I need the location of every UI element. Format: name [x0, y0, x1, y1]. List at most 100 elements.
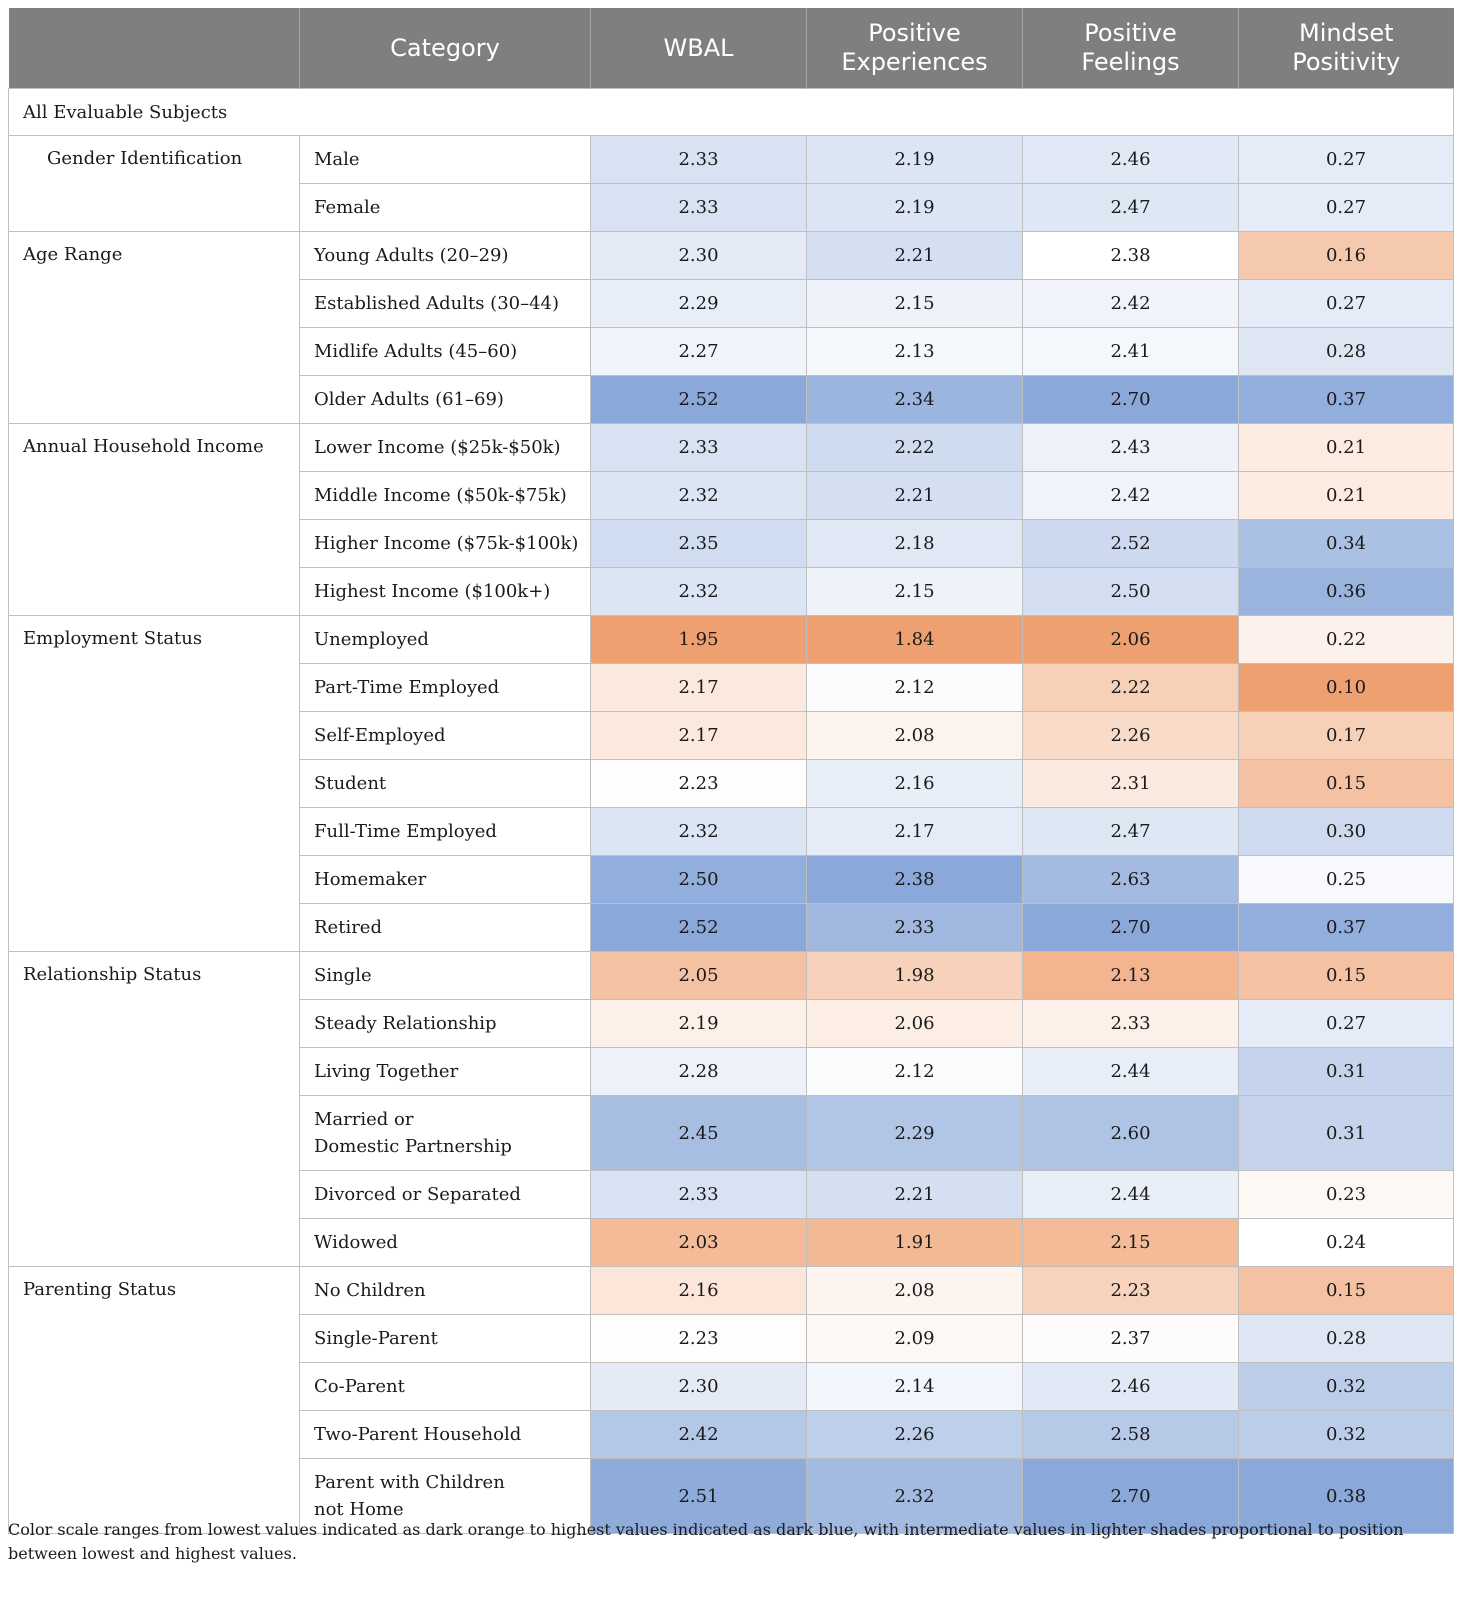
- positive-experiences-cell: 2.15: [806, 279, 1023, 328]
- table-row: Single-Parent 2.23 2.09 2.37 0.28: [9, 1314, 1454, 1363]
- wbal-cell: 2.30: [590, 231, 807, 280]
- mindset-positivity-cell: 0.28: [1238, 1314, 1454, 1363]
- wbal-cell: 2.51: [590, 1458, 807, 1534]
- wbal-cell: 2.33: [590, 1170, 807, 1219]
- wbal-cell: 2.17: [590, 663, 807, 712]
- table-row: Age Range Young Adults (20–29) 2.30 2.21 2.3…: [8, 231, 1454, 424]
- positive-feelings-cell: 2.63: [1022, 855, 1239, 904]
- category-cell: Part-Time Employed: [299, 663, 591, 712]
- mindset-positivity-cell: 0.15: [1238, 759, 1454, 808]
- category-cell: No Children: [299, 1266, 591, 1315]
- table-row: Divorced or Separated 2.33 2.21 2.44 0.23: [9, 1170, 1454, 1219]
- positive-feelings-cell: 2.22: [1022, 663, 1239, 712]
- table-row: Parenting Status No Children 2.16 2.08 2.23 0…: [8, 1266, 1454, 1534]
- positive-experiences-cell: 2.21: [806, 231, 1023, 280]
- category-cell: Middle Income ($50k-$75k): [299, 471, 591, 520]
- category-label: Young Adults (20–29): [314, 245, 509, 266]
- table-row: Relationship Status Single 2.05 1.98 2.13 0.1…: [8, 951, 1454, 1267]
- mindset-positivity-cell: 0.31: [1238, 1095, 1454, 1171]
- table-row: Widowed 2.03 1.91 2.15 0.24: [9, 1218, 1454, 1267]
- category-label: Highest Income ($100k+): [314, 581, 551, 602]
- category-label: Self-Employed: [314, 725, 446, 746]
- mindset-positivity-cell: 0.37: [1238, 375, 1454, 424]
- mindset-positivity-cell: 0.25: [1238, 855, 1454, 904]
- category-label: Student: [314, 773, 387, 794]
- header-blank: [8, 8, 300, 89]
- category-cell: Single-Parent: [299, 1314, 591, 1363]
- wbal-cell: 2.17: [590, 711, 807, 760]
- positive-experiences-cell: 2.16: [806, 759, 1023, 808]
- table-row: Homemaker 2.50 2.38 2.63 0.25: [9, 855, 1454, 904]
- category-label: Widowed: [314, 1232, 398, 1253]
- mindset-positivity-cell: 0.32: [1238, 1362, 1454, 1411]
- positive-experiences-cell: 2.18: [806, 519, 1023, 568]
- positive-feelings-cell: 2.70: [1022, 903, 1239, 952]
- category-label: Established Adults (30–44): [314, 293, 560, 314]
- positive-feelings-cell: 2.70: [1022, 375, 1239, 424]
- positive-feelings-cell: 2.47: [1022, 183, 1239, 232]
- group-label: Employment Status: [8, 615, 300, 952]
- group-label: Annual Household Income: [8, 423, 300, 616]
- table-row: Female 2.33 2.19 2.47 0.27: [9, 183, 1454, 232]
- positive-experiences-cell: 2.09: [806, 1314, 1023, 1363]
- category-label: Living Together: [314, 1061, 459, 1082]
- positive-experiences-cell: 2.33: [806, 903, 1023, 952]
- wbal-cell: 2.33: [590, 423, 807, 472]
- positive-feelings-cell: 2.31: [1022, 759, 1239, 808]
- table-row: Married or Domestic Partnership 2.45 2.29 2…: [9, 1095, 1454, 1171]
- mindset-positivity-cell: 0.22: [1238, 615, 1454, 664]
- table-body: All Evaluable Subjects Gender Identifica…: [8, 88, 1454, 1534]
- header-positive-experiences: Positive Experiences: [806, 8, 1023, 89]
- wbal-cell: 2.28: [590, 1047, 807, 1096]
- category-cell: Widowed: [299, 1218, 591, 1267]
- table-row: Established Adults (30–44) 2.29 2.15 2.42 0.…: [9, 279, 1454, 328]
- positive-feelings-cell: 2.44: [1022, 1170, 1239, 1219]
- wbal-cell: 2.05: [590, 951, 807, 1000]
- footnote: Color scale ranges from lowest values in…: [8, 1520, 1404, 1563]
- positive-feelings-cell: 2.41: [1022, 327, 1239, 376]
- category-cell: Divorced or Separated: [299, 1170, 591, 1219]
- mindset-positivity-cell: 0.17: [1238, 711, 1454, 760]
- category-cell: Older Adults (61–69): [299, 375, 591, 424]
- positive-experiences-cell: 2.13: [806, 327, 1023, 376]
- positive-experiences-cell: 2.08: [806, 711, 1023, 760]
- positive-experiences-cell: 2.12: [806, 663, 1023, 712]
- category-label: Single-Parent: [314, 1328, 438, 1349]
- table-row: Middle Income ($50k-$75k) 2.32 2.21 2.42 0.2…: [9, 471, 1454, 520]
- category-label: Retired: [314, 917, 382, 938]
- positive-feelings-cell: 2.15: [1022, 1218, 1239, 1267]
- mindset-positivity-cell: 0.16: [1238, 231, 1454, 280]
- category-label: Steady Relationship: [314, 1013, 497, 1034]
- category-label: Co-Parent: [314, 1376, 405, 1397]
- positive-feelings-cell: 2.46: [1022, 135, 1239, 184]
- header-positive-feelings: Positive Feelings: [1022, 8, 1239, 89]
- positive-feelings-cell: 2.26: [1022, 711, 1239, 760]
- category-label: Higher Income ($75k-$100k): [314, 533, 579, 554]
- category-cell: Living Together: [299, 1047, 591, 1096]
- mindset-positivity-cell: 0.10: [1238, 663, 1454, 712]
- category-label: Male: [314, 149, 360, 170]
- table-row: Annual Household Income Lower Income ($25…: [8, 423, 1454, 616]
- positive-feelings-cell: 2.52: [1022, 519, 1239, 568]
- positive-feelings-cell: 2.13: [1022, 951, 1239, 1000]
- positive-feelings-cell: 2.50: [1022, 567, 1239, 616]
- wbal-cell: 2.45: [590, 1095, 807, 1171]
- wbal-cell: 2.52: [590, 375, 807, 424]
- wbal-cell: 2.29: [590, 279, 807, 328]
- mindset-positivity-cell: 0.15: [1238, 951, 1454, 1000]
- category-label: Married or Domestic Partnership: [314, 1109, 512, 1157]
- table-row: Midlife Adults (45–60) 2.27 2.13 2.41 0.28: [9, 327, 1454, 376]
- mindset-positivity-cell: 0.31: [1238, 1047, 1454, 1096]
- category-cell: Two-Parent Household: [299, 1410, 591, 1459]
- positive-experiences-cell: 2.29: [806, 1095, 1023, 1171]
- category-cell: Self-Employed: [299, 711, 591, 760]
- positive-experiences-cell: 2.14: [806, 1362, 1023, 1411]
- all-subjects-row: All Evaluable Subjects: [8, 88, 1454, 136]
- wbal-cell: 2.23: [590, 759, 807, 808]
- positive-feelings-cell: 2.70: [1022, 1458, 1239, 1534]
- wbal-cell: 2.33: [590, 183, 807, 232]
- category-cell: Single: [299, 951, 591, 1000]
- mindset-positivity-cell: 0.27: [1238, 135, 1454, 184]
- table-row: Co-Parent 2.30 2.14 2.46 0.32: [9, 1362, 1454, 1411]
- category-cell: Retired: [299, 903, 591, 952]
